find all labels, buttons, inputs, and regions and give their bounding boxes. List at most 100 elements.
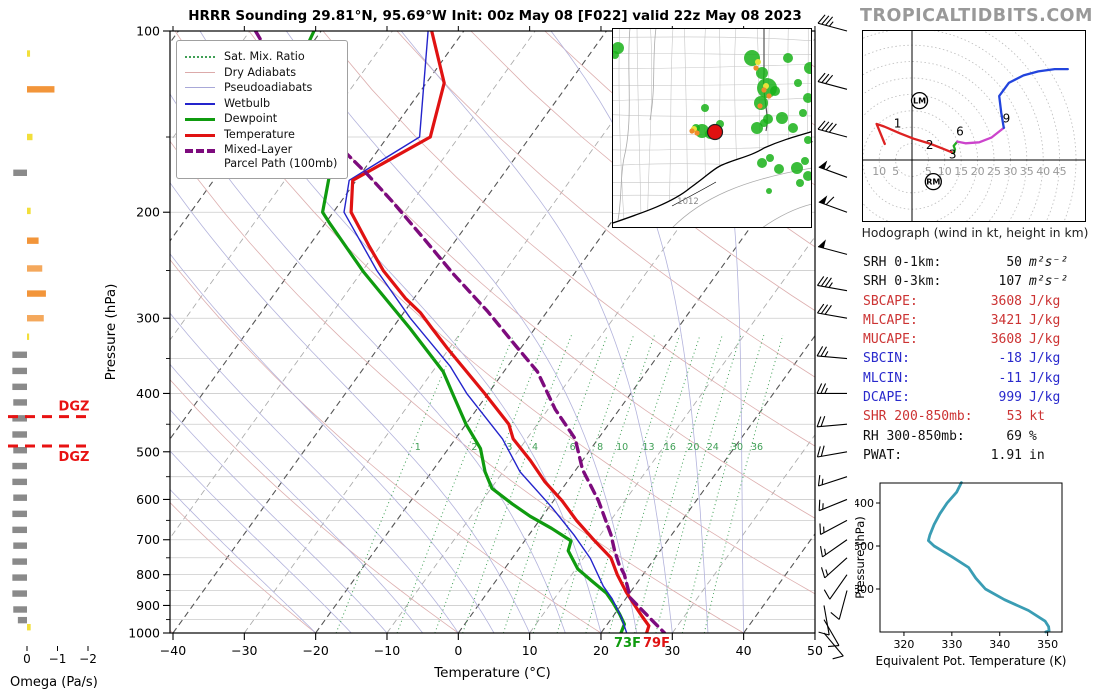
stat-unit: in [1029, 447, 1045, 463]
hodo-tick-label: 25 [987, 165, 1001, 178]
pressure-tick-label: 800 [136, 567, 160, 582]
stat-value: 3421 [990, 312, 1022, 328]
stat-label: SHR 200-850mb: [863, 409, 973, 425]
legend-label: Dewpoint [224, 112, 278, 125]
range-ring [862, 44, 1028, 222]
stat-row-sbcin: SBCIN: -18 J/kg [863, 349, 1085, 368]
theta-e-trace [927, 481, 1051, 634]
mixing-ratio-line [655, 334, 742, 633]
isotherm [600, 334, 815, 633]
dry-adiabat [396, 31, 815, 378]
mixing-ratio-line [585, 334, 681, 633]
satmix-line-sample [185, 56, 215, 58]
omega-bar [27, 315, 44, 322]
stat-label: SBCAPE: [863, 293, 918, 309]
wind-barb [823, 632, 844, 660]
thetae-ytick-label: 400 [855, 497, 874, 510]
omega-bar [12, 574, 27, 581]
pressure-tick-label: 100 [136, 24, 160, 39]
pressure-tick-label: 500 [136, 444, 160, 459]
dry-adiabat [170, 258, 602, 633]
skewt-legend: Sat. Mix. Ratio Dry Adiabats Pseudoadiabat… [176, 40, 349, 179]
temp-tick-label: 30 [664, 643, 680, 658]
stat-row-pwat: PWAT: 1.91 in [863, 446, 1085, 465]
dgz-label: DGZ [59, 400, 90, 415]
omega-bar [13, 169, 27, 176]
theta-e-panel: 400 600 800 320 330 340 350 Equivalent Pot. Tem… [855, 481, 1066, 668]
stat-label: MLCIN: [863, 370, 910, 386]
hodo-tick-label: 40 [1036, 165, 1050, 178]
wind-barb [816, 383, 847, 394]
stat-unit: m²s⁻² [1029, 274, 1069, 290]
stat-value: -18 [998, 351, 1022, 367]
stat-row-sbcape: SBCAPE: 3608 J/kg [863, 292, 1085, 311]
wind-barb [817, 239, 848, 255]
omega-bar [27, 623, 31, 631]
stat-value: 107 [998, 274, 1022, 290]
omega-bar [12, 478, 27, 486]
isotherm [386, 37, 815, 633]
hodograph-trace-6-9km [956, 126, 1005, 145]
legend-item-temperature: Temperature [185, 128, 337, 142]
legend-label: Pseudoadiabats [224, 81, 313, 94]
mixing-ratio-line [681, 334, 765, 633]
pressure-tick-label: 700 [136, 532, 160, 547]
mixing-ratio-label: 1 [415, 442, 421, 453]
hodo-tick-label: 35 [1020, 165, 1034, 178]
parcel-path-trace [253, 31, 667, 633]
omega-tick-label: −1 [49, 652, 67, 666]
hodo-tick-label: 45 [1053, 165, 1067, 178]
omega-bar [12, 351, 27, 358]
mixing-ratio-label: 16 [664, 442, 676, 453]
temp-tick-label: −20 [302, 643, 328, 658]
stat-unit: J/kg [1029, 312, 1061, 328]
pseudoadiabat [550, 31, 709, 633]
omega-bar [12, 558, 27, 565]
stat-row-dcape: DCAPE: 999 J/kg [863, 388, 1085, 407]
storm-motion-RM [924, 172, 942, 191]
stat-row-srh-0-3km: SRH 0-3km: 107 m²s⁻² [863, 272, 1085, 291]
isotherm [172, 31, 607, 633]
stat-value: 3608 [990, 293, 1022, 309]
stat-label: SRH 0-1km: [863, 255, 942, 270]
isotherm [170, 31, 393, 341]
parcel-line-sample [185, 149, 215, 153]
omega-bar [12, 431, 27, 438]
mixing-ratio-line [608, 334, 701, 633]
wind-barb [816, 415, 848, 428]
svg-text:LM: LM [913, 97, 926, 106]
hodo-tick-label: 5 [925, 165, 932, 178]
skewt-background: 1 2 3 4 6 8 10 13 16 20 24 30 36 [170, 31, 815, 633]
stat-unit: J/kg [1029, 332, 1061, 348]
height-label: 6 [956, 125, 964, 139]
dry-adiabat [322, 31, 815, 447]
stat-unit: J/kg [1029, 351, 1061, 367]
pressure-tick-label: 200 [136, 205, 160, 220]
range-ring [862, 30, 1044, 222]
mixing-ratio-line [462, 334, 572, 633]
page-title: HRRR Sounding 29.81°N, 95.69°W Init: 00z… [188, 8, 802, 24]
pseudoadiabat [170, 253, 495, 633]
stat-value: 1.91 [990, 447, 1022, 463]
wetbulb-line-sample [185, 102, 215, 105]
stat-value: 999 [998, 390, 1022, 406]
pressure-tick-label: 900 [136, 598, 160, 613]
thetae-ytick-label: 600 [855, 540, 874, 553]
svg-text:RM: RM [926, 178, 940, 187]
dry-adiabat [470, 31, 815, 312]
radar-echoes [612, 42, 812, 194]
hodograph-trace-3-6km [952, 140, 959, 155]
mixing-ratio-line [396, 334, 514, 633]
stat-row-shr-200-850mb: SHR 200-850mb: 53 kt [863, 407, 1085, 426]
wind-barb [818, 160, 848, 178]
legend-label: Sat. Mix. Ratio [224, 50, 305, 63]
omega-bar [27, 207, 31, 215]
pseudoadiabat [170, 488, 316, 633]
dry-adiabat [174, 31, 815, 595]
legend-item-pseudo: Pseudoadiabats [185, 81, 337, 95]
omega-bar [13, 494, 27, 501]
mixing-ratio-label: 8 [597, 442, 603, 453]
temp-tick-label: 40 [736, 643, 752, 658]
wind-barb [819, 539, 848, 558]
